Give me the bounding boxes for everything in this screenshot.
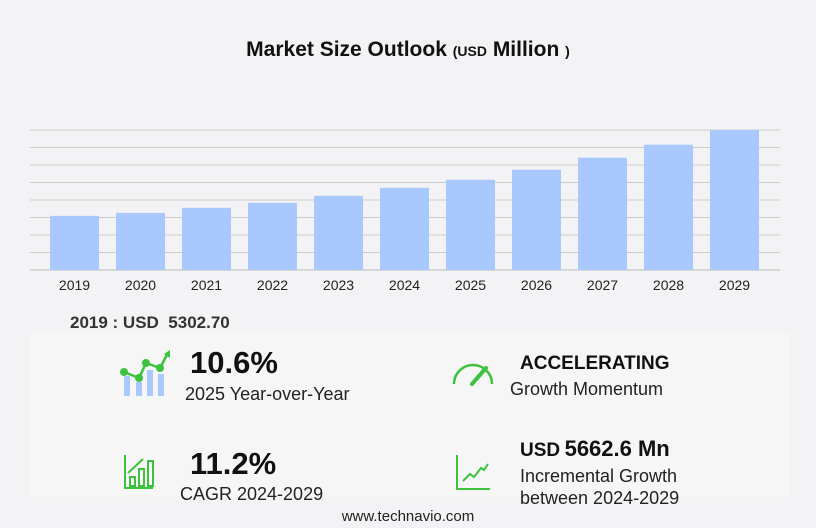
x-tick-label: 2028	[653, 277, 684, 293]
x-tick-label: 2021	[191, 277, 222, 293]
bar-2025	[446, 179, 495, 270]
speedometer-icon	[452, 363, 494, 386]
title-unit: USD	[457, 43, 487, 59]
x-tick-label: 2022	[257, 277, 288, 293]
title-text: Market Size Outlook	[246, 38, 447, 61]
bar-2026	[512, 169, 561, 270]
stats-panel	[30, 332, 790, 497]
x-tick-label: 2025	[455, 277, 486, 293]
x-tick-label: 2026	[521, 277, 552, 293]
yoy-label: 2025 Year-over-Year	[185, 384, 350, 404]
incremental-prefix: USD	[520, 440, 561, 461]
incremental-label: Incremental Growth	[520, 466, 678, 486]
x-tick-label: 2027	[587, 277, 618, 293]
footer-url[interactable]: www.technavio.com	[341, 508, 475, 525]
bar-2028	[644, 144, 693, 270]
bar-2029	[710, 130, 759, 270]
chart-growth-icon	[120, 350, 170, 396]
x-tick-label: 2019	[59, 277, 90, 293]
line-chart-icon	[456, 455, 490, 490]
x-tick-label: 2029	[719, 277, 750, 293]
title-paren: )	[565, 43, 570, 59]
bar-2020	[116, 212, 165, 270]
bar-2019	[50, 215, 99, 270]
bar-2024	[380, 187, 429, 270]
yoy-value: 10.6%	[190, 345, 278, 380]
bar-2027	[578, 157, 627, 270]
bar-chart: 2019 2020 2021 2022 2023 2024 2025 2026 2027 2028…	[30, 129, 780, 293]
x-tick-label: 2023	[323, 277, 354, 293]
base-year-value: 2019 : USD 5302.70	[70, 313, 230, 333]
bar-chart-icon	[124, 455, 154, 489]
momentum-value: ACCELERATING	[520, 353, 670, 374]
cagr-value: 11.2%	[190, 446, 277, 481]
incremental-number: 5662.6 Mn	[564, 436, 670, 461]
cagr-label: CAGR 2024-2029	[180, 484, 324, 504]
bar-2021	[182, 207, 231, 270]
x-tick-label: 2020	[125, 277, 156, 293]
base-year-number: 5302.70	[168, 313, 230, 332]
title-unit2: Million	[492, 38, 560, 61]
bar-2023	[314, 195, 363, 270]
base-year-label: 2019 : USD	[70, 313, 159, 332]
chart-title: Market Size Outlook (USD Million )	[0, 38, 816, 62]
title-paren: (	[452, 43, 458, 59]
incremental-value: USD 5662.6 Mn	[520, 436, 670, 462]
incremental-period: between 2024-2029	[520, 488, 680, 508]
x-tick-label: 2024	[389, 277, 420, 293]
momentum-label: Growth Momentum	[510, 379, 664, 399]
bar-2022	[248, 202, 297, 270]
